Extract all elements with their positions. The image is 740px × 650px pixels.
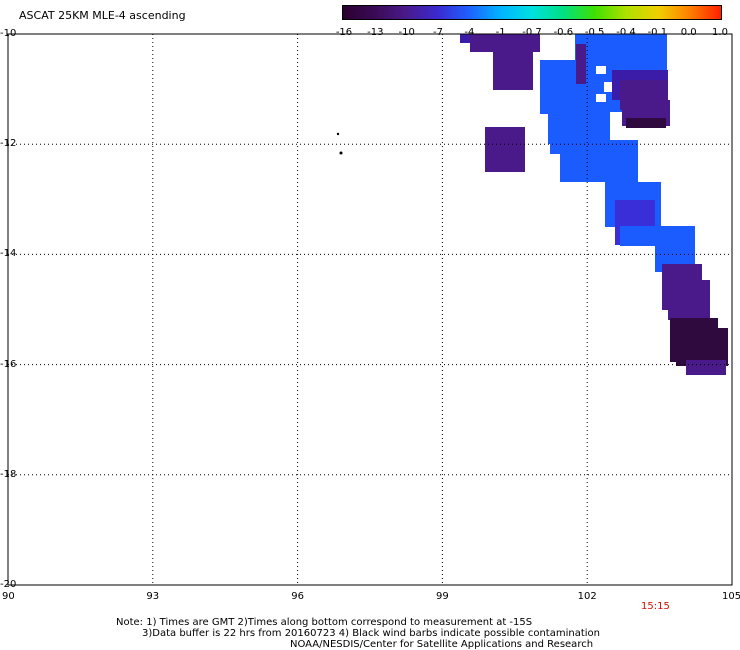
swath-cell [676,328,728,366]
longitude-label: 93 [146,591,160,602]
note-line-1: Note: 1) Times are GMT 2)Times along bot… [116,617,533,628]
longitude-label: 105 [722,591,740,602]
swath-cell [493,44,533,90]
colorbar-label: -0.4 [616,27,636,38]
colorbar-label: -10 [398,27,415,38]
longitude-label: 96 [291,591,304,602]
colorbar-label: -0.6 [553,27,574,38]
colorbar-label: -4 [464,27,475,38]
swath-cell [596,66,606,74]
colorbar-label: -13 [367,27,384,38]
colorbar-label: -0.5 [584,27,605,38]
longitude-label: 90 [2,591,15,602]
colorbar-label: -16 [335,27,353,38]
latitude-label: -16 [0,358,17,370]
colorbar-label: 0.0 [680,27,697,38]
note-line-3: NOAA/NESDIS/Center for Satellite Applica… [290,639,594,650]
plot-frame [7,33,733,586]
colorbar-label: -0.1 [647,27,668,38]
swath-cell [626,118,666,128]
colorbar-label: -7 [433,27,443,38]
swath-cell [604,82,612,92]
map-title: ASCAT 25KM MLE-4 ascending [19,9,186,22]
time-label: 15:15 [641,601,670,612]
swath-cell [576,44,586,84]
swath-cell [485,127,525,172]
colorbar-label: -0.7 [522,27,542,38]
swath-cell [590,150,632,180]
latitude-label: -10 [0,28,17,39]
colorbar-label: 1.0 [712,27,728,38]
island-mark [336,132,340,136]
latitude-label: -14 [0,248,17,260]
latitude-label: -20 [0,579,17,590]
swath-cell [596,94,606,102]
latitude-label: -18 [0,468,17,480]
colorbar [342,5,722,20]
latitude-label: -12 [0,138,17,150]
swath-cell [686,360,726,375]
colorbar-label: -1 [495,27,506,38]
island-mark [339,151,343,155]
note-line-2: 3)Data buffer is 22 hrs from 20160723 4)… [142,628,600,639]
swath-cell [620,226,660,246]
longitude-label: 99 [436,591,449,602]
swath-cell [668,280,710,320]
longitude-label: 102 [577,591,597,602]
